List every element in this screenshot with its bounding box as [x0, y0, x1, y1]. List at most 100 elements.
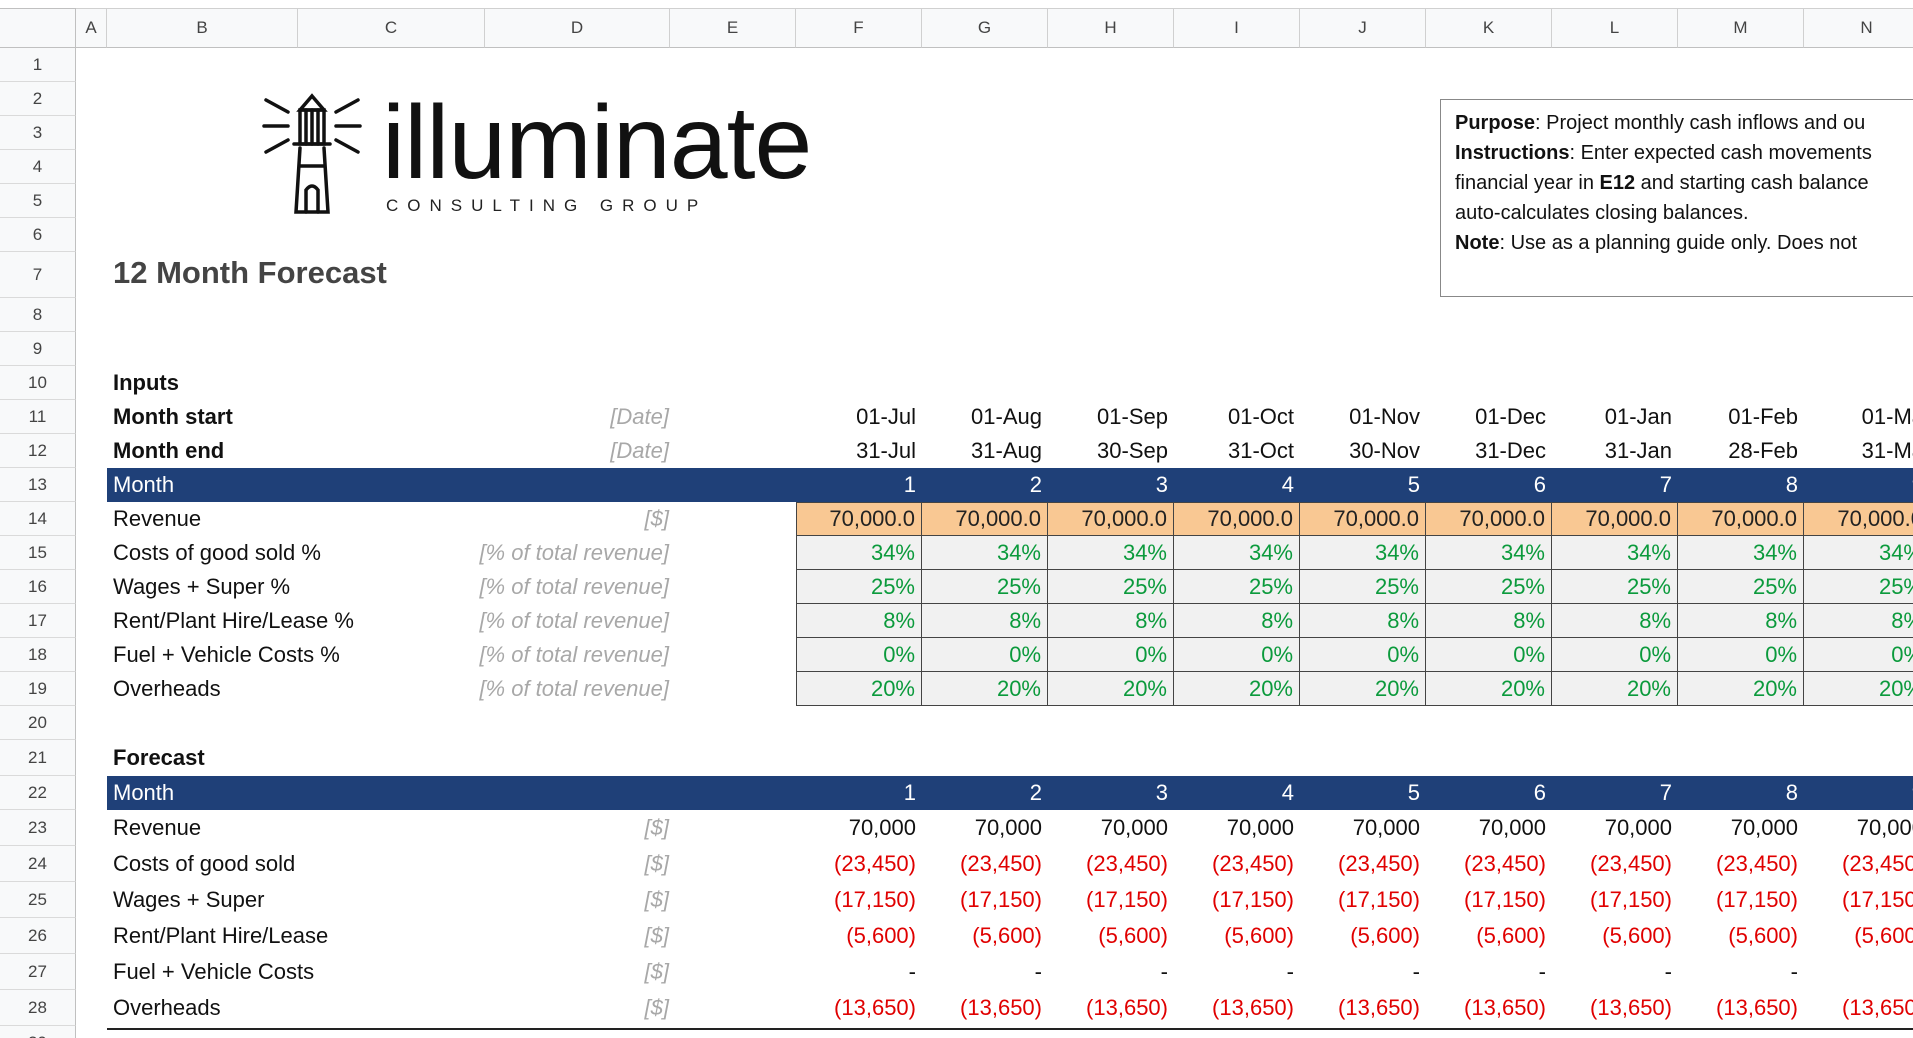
- input-value-cell[interactable]: 70,000.0: [1426, 502, 1552, 536]
- input-value-cell[interactable]: 8%: [1804, 604, 1913, 638]
- forecast-value-cell[interactable]: (23,450): [834, 851, 916, 876]
- row-header-6[interactable]: 6: [0, 218, 76, 252]
- forecast-value-cell[interactable]: 70,000: [1478, 815, 1546, 840]
- forecast-value-cell[interactable]: (5,600): [846, 923, 916, 948]
- forecast-value-cell[interactable]: (5,600): [1224, 923, 1294, 948]
- row-header-1[interactable]: 1: [0, 48, 76, 82]
- forecast-value-cell[interactable]: (23,450): [1212, 851, 1294, 876]
- month-end-cell[interactable]: 31-Jan: [1604, 438, 1672, 463]
- forecast-value-cell[interactable]: (23,450): [960, 851, 1042, 876]
- forecast-value-cell[interactable]: (5,600): [1098, 923, 1168, 948]
- month-end-cell[interactable]: 31-Oct: [1227, 438, 1294, 463]
- row-header-14[interactable]: 14: [0, 502, 76, 536]
- row-header-19[interactable]: 19: [0, 672, 76, 706]
- month-start-cell[interactable]: 01-Aug: [971, 404, 1042, 429]
- month-end-cell[interactable]: 31-Aug: [971, 438, 1042, 463]
- column-header-l[interactable]: L: [1552, 8, 1678, 48]
- month-end-cell[interactable]: 30-Nov: [1349, 438, 1420, 463]
- column-header-e[interactable]: E: [670, 8, 796, 48]
- input-value-cell[interactable]: 70,000.0: [1300, 502, 1426, 536]
- input-value-cell[interactable]: 8%: [922, 604, 1048, 638]
- row-header-28[interactable]: 28: [0, 990, 76, 1026]
- forecast-value-cell[interactable]: 70,000: [974, 815, 1042, 840]
- forecast-value-cell[interactable]: -: [908, 959, 916, 984]
- row-header-25[interactable]: 25: [0, 882, 76, 918]
- forecast-value-cell[interactable]: -: [1804, 954, 1913, 990]
- forecast-value-cell[interactable]: (13,650): [1842, 995, 1913, 1020]
- input-value-cell[interactable]: 25%: [1426, 570, 1552, 604]
- row-header-22[interactable]: 22: [0, 776, 76, 810]
- input-value-cell[interactable]: 8%: [1552, 604, 1678, 638]
- column-header-g[interactable]: G: [922, 8, 1048, 48]
- forecast-value-cell[interactable]: 70,000: [1604, 815, 1672, 840]
- input-value-cell[interactable]: 20%: [1174, 672, 1300, 706]
- forecast-value-cell[interactable]: (17,150): [1590, 887, 1672, 912]
- input-value-cell[interactable]: 20%: [922, 672, 1048, 706]
- forecast-value-cell[interactable]: (5,600): [1350, 923, 1420, 948]
- forecast-value-cell[interactable]: (23,450): [1464, 851, 1546, 876]
- forecast-value-cell[interactable]: (17,150): [1086, 887, 1168, 912]
- column-header-m[interactable]: M: [1678, 8, 1804, 48]
- forecast-value-cell[interactable]: 70,000: [1226, 815, 1294, 840]
- input-value-cell[interactable]: 20%: [1678, 672, 1804, 706]
- input-value-cell[interactable]: 20%: [1552, 672, 1678, 706]
- input-value-cell[interactable]: 8%: [1174, 604, 1300, 638]
- forecast-value-cell[interactable]: (13,650): [1590, 995, 1672, 1020]
- input-value-cell[interactable]: 25%: [1048, 570, 1174, 604]
- forecast-value-cell[interactable]: (5,600): [1602, 923, 1672, 948]
- column-header-b[interactable]: B: [107, 8, 298, 48]
- row-header-20[interactable]: 20: [0, 706, 76, 740]
- forecast-value-cell[interactable]: (13,650): [1716, 995, 1798, 1020]
- month-end-cell[interactable]: 30-Sep: [1097, 438, 1168, 463]
- input-value-cell[interactable]: 25%: [796, 570, 922, 604]
- row-header-23[interactable]: 23: [0, 810, 76, 846]
- input-value-cell[interactable]: 34%: [1804, 536, 1913, 570]
- forecast-value-cell[interactable]: -: [1034, 959, 1042, 984]
- forecast-value-cell[interactable]: 70,000: [848, 815, 916, 840]
- row-header-26[interactable]: 26: [0, 918, 76, 954]
- column-header-d[interactable]: D: [485, 8, 670, 48]
- forecast-value-cell[interactable]: (13,650): [834, 995, 916, 1020]
- input-value-cell[interactable]: 34%: [1426, 536, 1552, 570]
- row-header-10[interactable]: 10: [0, 366, 76, 400]
- input-value-cell[interactable]: 34%: [1048, 536, 1174, 570]
- input-value-cell[interactable]: 34%: [1552, 536, 1678, 570]
- column-header-j[interactable]: J: [1300, 8, 1426, 48]
- row-header-17[interactable]: 17: [0, 604, 76, 638]
- row-header-7[interactable]: 7: [0, 252, 76, 298]
- forecast-value-cell[interactable]: (17,150): [1842, 887, 1913, 912]
- input-value-cell[interactable]: 8%: [796, 604, 922, 638]
- input-value-cell[interactable]: 25%: [922, 570, 1048, 604]
- forecast-value-cell[interactable]: (17,150): [1212, 887, 1294, 912]
- column-header-c[interactable]: C: [298, 8, 485, 48]
- forecast-value-cell[interactable]: -: [1412, 959, 1420, 984]
- forecast-value-cell[interactable]: (17,150): [1716, 887, 1798, 912]
- input-value-cell[interactable]: 70,000.0: [1048, 502, 1174, 536]
- forecast-value-cell[interactable]: (5,600): [1728, 923, 1798, 948]
- input-value-cell[interactable]: 20%: [1300, 672, 1426, 706]
- forecast-value-cell[interactable]: (17,150): [834, 887, 916, 912]
- column-header-a[interactable]: A: [76, 8, 107, 48]
- forecast-value-cell[interactable]: (23,450): [1716, 851, 1798, 876]
- forecast-value-cell[interactable]: (13,650): [1212, 995, 1294, 1020]
- row-header-24[interactable]: 24: [0, 846, 76, 882]
- input-value-cell[interactable]: 25%: [1804, 570, 1913, 604]
- row-header-9[interactable]: 9: [0, 332, 76, 366]
- input-value-cell[interactable]: 34%: [796, 536, 922, 570]
- forecast-value-cell[interactable]: -: [1538, 959, 1546, 984]
- select-all-corner[interactable]: [0, 8, 76, 48]
- input-value-cell[interactable]: 8%: [1426, 604, 1552, 638]
- input-value-cell[interactable]: 0%: [1174, 638, 1300, 672]
- row-header-21[interactable]: 21: [0, 740, 76, 776]
- column-header-k[interactable]: K: [1426, 8, 1552, 48]
- month-start-cell[interactable]: 01-Jan: [1604, 404, 1672, 429]
- input-value-cell[interactable]: 34%: [1678, 536, 1804, 570]
- input-value-cell[interactable]: 70,000.0: [1174, 502, 1300, 536]
- column-header-f[interactable]: F: [796, 8, 922, 48]
- forecast-value-cell[interactable]: 70,000: [1856, 815, 1913, 840]
- input-value-cell[interactable]: 70,000.0: [1804, 502, 1913, 536]
- input-value-cell[interactable]: 0%: [1804, 638, 1913, 672]
- input-value-cell[interactable]: 70,000.0: [922, 502, 1048, 536]
- column-header-h[interactable]: H: [1048, 8, 1174, 48]
- row-header-16[interactable]: 16: [0, 570, 76, 604]
